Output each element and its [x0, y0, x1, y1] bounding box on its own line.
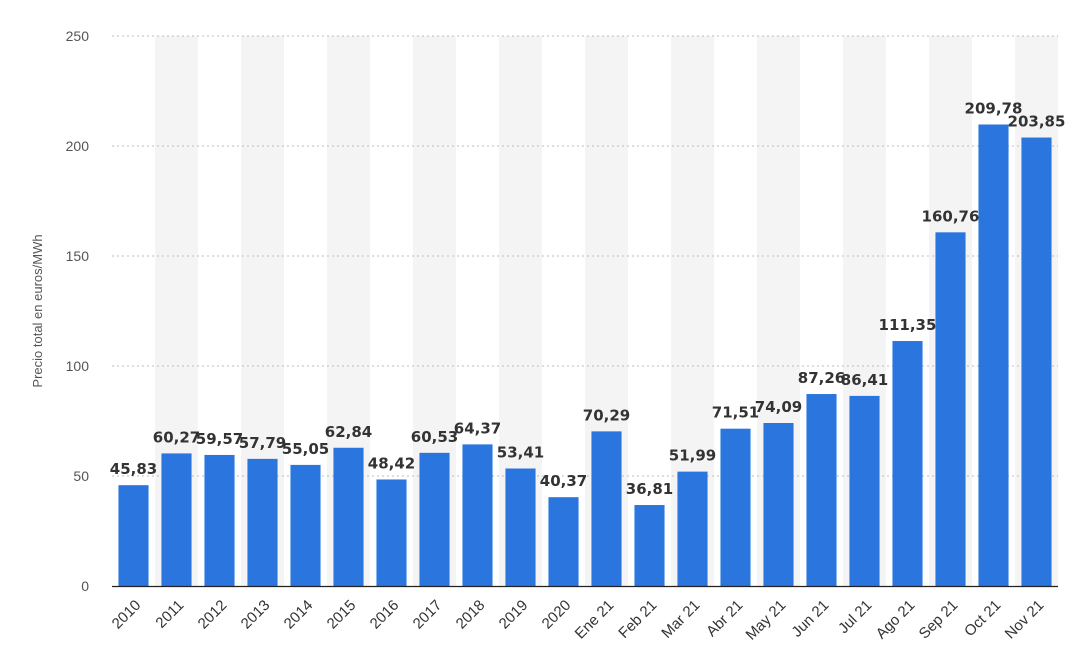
bar-value-label: 203,85: [1008, 113, 1066, 131]
x-category-label: Oct 21: [961, 597, 1004, 640]
bar[interactable]: [978, 124, 1008, 586]
bar[interactable]: [849, 396, 879, 586]
bar[interactable]: [161, 453, 191, 586]
bar[interactable]: [591, 431, 621, 586]
x-category-label: 2011: [152, 597, 187, 632]
bar[interactable]: [634, 505, 664, 586]
bar[interactable]: [677, 472, 707, 586]
bar-value-label: 111,35: [879, 316, 937, 334]
bar[interactable]: [290, 465, 320, 586]
bar-value-label: 57,79: [239, 434, 286, 452]
bar[interactable]: [763, 423, 793, 586]
x-category-label: May 21: [743, 597, 790, 644]
bar-value-label: 70,29: [583, 406, 630, 424]
x-category-label: Feb 21: [615, 597, 660, 642]
x-axis-labels: 2010201120122013201420152016201720182019…: [109, 597, 1048, 644]
bar-value-label: 160,76: [922, 207, 980, 225]
x-category-label: 2010: [109, 597, 145, 633]
bar[interactable]: [548, 497, 578, 586]
bar[interactable]: [1021, 138, 1051, 586]
x-category-label: 2020: [539, 597, 575, 633]
y-tick-label: 150: [66, 248, 90, 264]
bar[interactable]: [376, 479, 406, 586]
y-tick-label: 50: [73, 468, 89, 484]
bar-value-label: 60,53: [411, 428, 458, 446]
y-axis-ticks: 0 50 100 150 200 250: [66, 28, 90, 594]
x-category-label: Abr 21: [703, 597, 746, 640]
x-category-label: 2016: [367, 597, 403, 633]
bar-value-label: 64,37: [454, 419, 501, 437]
x-category-label: 2018: [453, 597, 489, 633]
bar[interactable]: [720, 429, 750, 586]
x-category-label: Ago 21: [873, 597, 919, 643]
x-category-label: Ene 21: [572, 597, 618, 643]
bar-value-label: 40,37: [540, 472, 587, 490]
x-category-label: Nov 21: [1002, 597, 1048, 643]
bar[interactable]: [247, 459, 277, 586]
y-tick-label: 0: [81, 578, 89, 594]
y-tick-label: 250: [66, 28, 90, 44]
y-tick-label: 100: [66, 358, 90, 374]
bar-value-label: 48,42: [368, 454, 415, 472]
bar-value-label: 86,41: [841, 371, 888, 389]
bar[interactable]: [204, 455, 234, 586]
bar[interactable]: [892, 341, 922, 586]
y-axis-title: Precio total en euros/MWh: [30, 234, 45, 387]
x-category-label: Mar 21: [658, 597, 703, 642]
bar-value-label: 74,09: [755, 398, 802, 416]
x-category-label: 2019: [496, 597, 532, 633]
bar-value-label: 53,41: [497, 443, 544, 461]
bar[interactable]: [333, 448, 363, 586]
x-category-label: 2014: [281, 597, 317, 633]
bar-value-label: 45,83: [110, 460, 157, 478]
x-category-label: 2017: [410, 597, 446, 633]
bar-value-label: 62,84: [325, 423, 372, 441]
bar[interactable]: [462, 444, 492, 586]
bar-value-label: 36,81: [626, 480, 673, 498]
bar-value-label: 60,27: [153, 428, 200, 446]
bar-value-label: 87,26: [798, 369, 845, 387]
x-category-label: Jun 21: [788, 597, 832, 641]
bar-value-label: 55,05: [282, 440, 329, 458]
y-tick-label: 200: [66, 138, 90, 154]
bar[interactable]: [505, 468, 535, 586]
x-category-label: 2015: [324, 597, 360, 633]
bar[interactable]: [419, 453, 449, 586]
bar[interactable]: [118, 485, 148, 586]
bar-value-label: 59,57: [196, 430, 243, 448]
bar-value-label: 51,99: [669, 447, 716, 465]
bar[interactable]: [935, 232, 965, 586]
x-category-label: 2012: [195, 597, 231, 633]
x-category-label: Sep 21: [916, 597, 962, 643]
bar-value-label: 71,51: [712, 404, 759, 422]
bar[interactable]: [806, 394, 836, 586]
x-category-label: Jul 21: [835, 597, 875, 637]
x-category-label: 2013: [238, 597, 274, 633]
